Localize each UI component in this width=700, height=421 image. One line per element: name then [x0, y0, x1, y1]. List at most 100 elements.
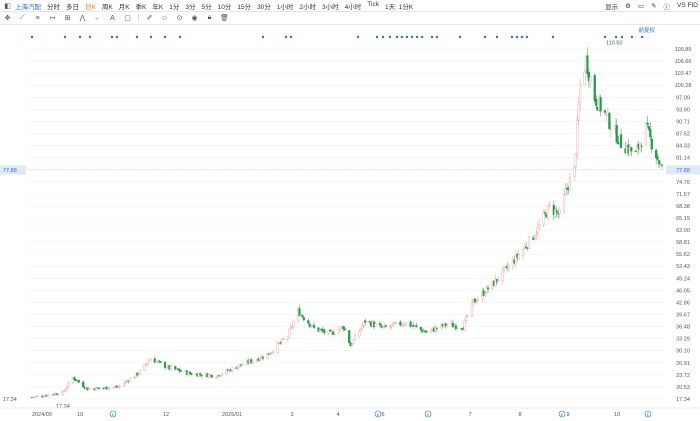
candle-body [593, 75, 596, 101]
lock-icon[interactable]: 🔒︎ [207, 14, 212, 21]
event-dot [110, 35, 114, 39]
candle-body [615, 125, 618, 143]
settings-icon[interactable]: ⚙ [625, 2, 631, 10]
period-tab[interactable]: 上海汽配 [15, 3, 41, 11]
period-tab[interactable]: 4小时 [344, 3, 362, 11]
period-tab[interactable]: 月K [118, 3, 130, 11]
candle-body [538, 224, 541, 228]
period-tab[interactable]: 分时 [47, 3, 60, 11]
candle-body [501, 268, 504, 282]
event-dot [289, 35, 293, 39]
candles [30, 47, 664, 399]
crosshair-icon[interactable]: ✥ [4, 15, 11, 22]
period-tab[interactable]: 3分 [185, 3, 196, 11]
candle-body [102, 387, 105, 389]
candle-body [473, 298, 477, 303]
period-tab[interactable]: 周K [101, 3, 113, 11]
candle-body [112, 387, 115, 389]
date-label: 7 [468, 412, 471, 418]
event-marker-label: E [377, 412, 380, 417]
edit-icon[interactable]: ✎ [651, 2, 657, 10]
rights-label: 前复权 [638, 26, 655, 34]
period-tab[interactable]: 年K [152, 3, 164, 11]
candle-body [225, 369, 228, 374]
ruler-icon[interactable]: ↦ [49, 15, 56, 22]
candle-body [460, 328, 463, 330]
candle-body [659, 163, 662, 165]
candle-body [169, 366, 172, 370]
candle-body [122, 383, 126, 387]
period-tab[interactable]: 1小时 [276, 3, 294, 11]
candle-body [279, 342, 282, 344]
period-tab[interactable]: Tick [367, 0, 379, 8]
candle-body [527, 236, 531, 249]
candle-body [321, 329, 324, 332]
period-tab[interactable]: 5分 [201, 3, 212, 11]
magnet-icon[interactable]: ⊙ [176, 15, 183, 22]
date-label: 5 [381, 412, 384, 418]
period-tab[interactable]: 30分 [257, 3, 271, 11]
price-tick-label: 52.43 [676, 264, 690, 270]
candle-body [298, 308, 301, 317]
display-menu[interactable]: 显示 [605, 3, 619, 11]
text-icon[interactable]: A [110, 14, 115, 22]
note-icon[interactable]: ▢ [124, 15, 131, 22]
price-tick-label: 62.00 [676, 228, 690, 234]
candle-body [118, 385, 121, 387]
candle-body [608, 112, 611, 129]
candle-body [143, 364, 146, 371]
pattern-icon[interactable]: ⋀ [79, 15, 86, 22]
period-tab[interactable]: 日K [85, 3, 96, 11]
period-tab[interactable]: 3小时 [322, 3, 339, 11]
candle-body [348, 330, 351, 343]
candlestick-chart[interactable]: 109.85 106.66 103.47 100.28 97.09 93.90 90.71 8… [0, 25, 700, 421]
compare-label[interactable]: VS FID [677, 2, 698, 9]
price-tick-label: 30.10 [676, 349, 690, 355]
eye-icon[interactable]: ◉ [191, 15, 198, 22]
trash-icon[interactable]: 🗑︎ [220, 15, 229, 22]
price-tick-label: 33.29 [676, 337, 690, 343]
event-dot [640, 35, 644, 39]
event-dot [458, 35, 462, 39]
period-tab[interactable]: 季K [135, 3, 147, 11]
date-label: 12 [163, 412, 169, 418]
candle-body [361, 325, 364, 329]
candle-body [124, 381, 127, 384]
candle-body [156, 361, 159, 363]
info-icon[interactable]: ⓘ [663, 3, 671, 11]
candle-body [399, 321, 402, 326]
candle-body [475, 301, 478, 303]
candle-body [42, 396, 45, 398]
period-tab[interactable]: 10分 [217, 3, 232, 11]
drawing-toolbar: ✥ ⟋ ≡ ↦ ⊞ ⋀ ← A ▢ ✐ ☺ ⊙ ◉ 🔒︎ 🗑︎ [0, 12, 700, 25]
period-tab[interactable]: 2小时 [299, 3, 317, 11]
candle-body [586, 55, 589, 75]
candle-body [656, 156, 659, 160]
window-icon[interactable]: ▭ [637, 2, 645, 10]
candle-body [238, 364, 241, 368]
candle-body [486, 287, 490, 290]
event-dot [163, 35, 167, 39]
period-tab[interactable]: 1天: 1分K [384, 3, 414, 11]
candle-body [159, 361, 162, 363]
candle-body [378, 323, 381, 326]
candle-body [165, 367, 168, 369]
trend-line-icon[interactable]: ⟋ [20, 14, 25, 21]
arrow-icon[interactable]: ← [94, 14, 101, 22]
measure-icon[interactable]: ⊞ [64, 15, 71, 22]
emoji-icon[interactable]: ☺ [160, 14, 169, 22]
fib-icon[interactable]: ≡ [35, 14, 40, 22]
toolbar-right: 显示 ⚙ ▭ ✎ ⓘ VS FID [598, 0, 698, 11]
event-dot [388, 35, 392, 39]
price-tick-label: 109.85 [675, 47, 692, 53]
candle-body [179, 370, 183, 372]
period-tab[interactable]: 1分 [169, 3, 180, 11]
date-label: 2024/09 [32, 412, 52, 418]
period-tab[interactable]: 15分 [237, 3, 252, 11]
brush-icon[interactable]: ✐ [146, 15, 153, 22]
panel-icon[interactable]: ◧ [4, 2, 11, 10]
candle-body [374, 323, 377, 327]
candle-body [574, 153, 577, 167]
candle-body [380, 325, 383, 328]
period-tab[interactable]: 多日 [66, 3, 79, 11]
